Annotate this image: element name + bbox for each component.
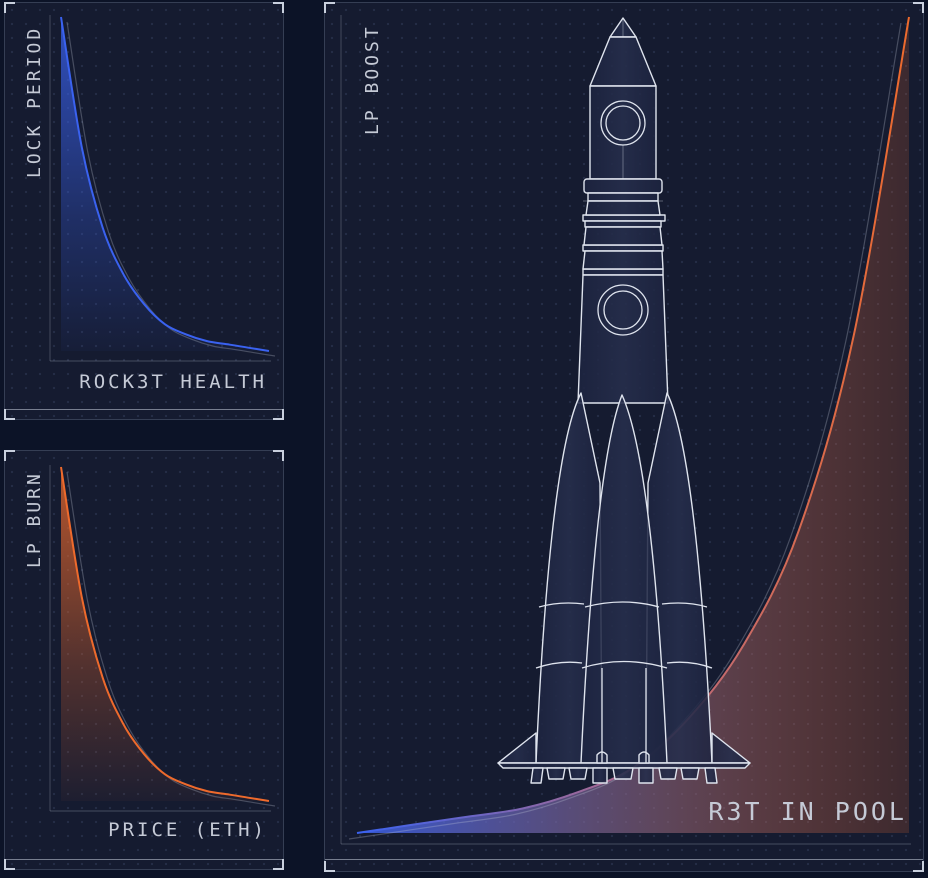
series-line xyxy=(60,16,270,352)
frame-bottom-edge xyxy=(325,859,923,860)
frame-corner xyxy=(273,859,284,870)
frame-corner xyxy=(4,409,15,420)
x-axis-label: ROCK3T HEALTH xyxy=(79,371,267,393)
y-axis-label: LP BOOST xyxy=(362,24,383,135)
chart-lock-period xyxy=(49,15,276,362)
y-axis-label: LOCK PERIOD xyxy=(24,25,45,178)
frame-corner xyxy=(273,2,284,13)
area-fill xyxy=(61,467,269,801)
frame-corner xyxy=(324,861,335,872)
chart-panel-lock-period: LOCK PERIOD ROCK3T HEALTH xyxy=(4,2,284,420)
frame-corner xyxy=(4,859,15,870)
frame-bottom-edge xyxy=(5,859,283,860)
area-fill xyxy=(61,17,269,351)
frame-corner xyxy=(324,2,335,13)
chart-lp-burn xyxy=(49,465,276,812)
frame-corner xyxy=(913,861,924,872)
x-axis-label: R3T IN POOL xyxy=(708,797,907,826)
y-axis-label: LP BURN xyxy=(24,471,45,568)
frame-corner xyxy=(4,2,15,13)
frame-bottom-edge xyxy=(5,409,283,410)
chart-panel-lp-burn: LP BURN PRICE (ETH) xyxy=(4,450,284,870)
frame-corner xyxy=(273,450,284,461)
series-line xyxy=(60,466,270,802)
frame-corner xyxy=(913,2,924,13)
chart-panel-lp-boost: LP BOOST R3T IN POOL xyxy=(324,2,924,872)
x-axis-label: PRICE (ETH) xyxy=(108,819,267,841)
frame-corner xyxy=(4,450,15,461)
area-fill xyxy=(357,17,909,833)
frame-corner xyxy=(273,409,284,420)
rocket-icon xyxy=(497,17,751,784)
